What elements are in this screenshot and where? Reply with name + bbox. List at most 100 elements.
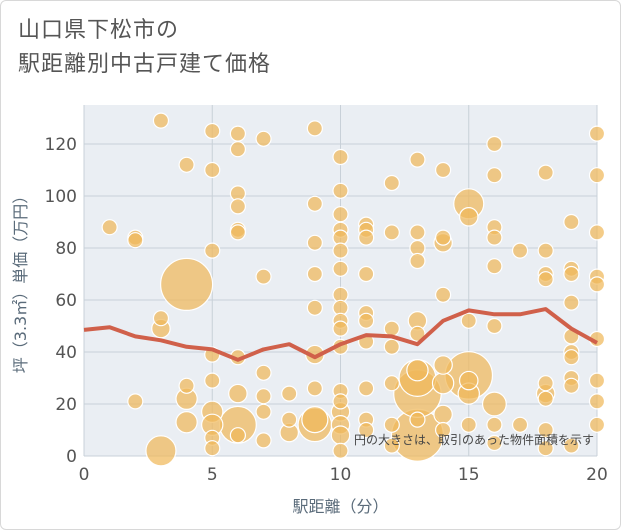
bubble-point xyxy=(409,411,426,428)
bubble-point xyxy=(175,410,198,434)
bubble-point xyxy=(358,265,375,283)
x-tick-label: 0 xyxy=(79,465,90,485)
bubble-point xyxy=(255,432,272,449)
bubble-point xyxy=(537,271,554,288)
bubble-point xyxy=(435,161,452,179)
bubble-point xyxy=(588,125,606,142)
bubble-point xyxy=(383,375,400,392)
bubble-point xyxy=(431,371,455,395)
bubble-point xyxy=(332,260,349,277)
bubble-point xyxy=(486,135,503,153)
bubble-point xyxy=(563,294,580,311)
bubble-point xyxy=(458,370,479,391)
bubble-point xyxy=(255,388,272,405)
bubble-point xyxy=(458,207,479,227)
bubble-point xyxy=(563,213,580,231)
bubble-point xyxy=(306,234,323,251)
bubble-point xyxy=(178,156,195,173)
bubble-point xyxy=(204,242,221,259)
bubble-point xyxy=(332,242,349,259)
bubble-point xyxy=(332,182,349,199)
bubble-point xyxy=(588,224,606,241)
bubble-point xyxy=(145,435,177,467)
bubble-point xyxy=(435,286,452,303)
x-tick-label: 20 xyxy=(586,465,608,485)
bubble-point xyxy=(486,258,503,275)
bubble-point xyxy=(486,434,503,452)
y-tick-label: 0 xyxy=(66,447,77,467)
bubble-point xyxy=(588,167,606,184)
bubble-point xyxy=(332,393,349,410)
bubble-point xyxy=(160,257,214,311)
bubble-point xyxy=(433,404,453,425)
bubble-point xyxy=(152,112,170,129)
bubble-point xyxy=(127,393,144,410)
bubble-point xyxy=(409,252,426,270)
x-tick-label: 5 xyxy=(207,465,218,485)
bubble-point xyxy=(204,161,221,179)
bubble-point xyxy=(537,440,554,457)
bubble-point xyxy=(435,421,452,439)
bubble-point xyxy=(228,383,248,404)
bubble-point xyxy=(511,242,529,259)
bubble-point xyxy=(383,437,400,454)
y-tick-label: 80 xyxy=(55,239,77,259)
x-axis-label: 駅距離（分） xyxy=(292,497,388,516)
bubble-point xyxy=(460,312,477,329)
bubble-point xyxy=(229,125,246,142)
bubble-point xyxy=(537,164,554,181)
bubble-point xyxy=(229,198,246,215)
bubble-point xyxy=(481,391,507,417)
bubble-point xyxy=(406,358,429,382)
bubble-point xyxy=(306,299,323,316)
bubble-point xyxy=(383,224,400,241)
y-tick-label: 120 xyxy=(45,135,77,155)
bubble-point xyxy=(306,380,323,397)
bubble-point xyxy=(281,385,298,402)
bubble-point xyxy=(306,195,323,212)
bubble-point xyxy=(588,372,606,389)
bubble-point xyxy=(306,265,323,283)
bubble-point xyxy=(255,130,272,147)
bubble-point xyxy=(229,427,246,444)
bubble-point xyxy=(460,416,477,433)
bubble-point xyxy=(332,442,349,459)
bubble-point xyxy=(383,416,400,433)
bubble-point xyxy=(204,372,221,389)
x-tick-label: 15 xyxy=(458,465,480,485)
size-annotation: 円の大きさは、取引のあった物件面積を示す xyxy=(354,432,594,447)
bubble-point xyxy=(563,265,580,283)
bubble-point xyxy=(301,406,329,434)
bubble-point xyxy=(358,229,375,246)
bubble-point xyxy=(358,380,375,397)
bubble-point xyxy=(537,375,554,392)
bubble-point xyxy=(229,141,246,158)
bubble-point xyxy=(204,122,221,140)
bubble-point xyxy=(127,232,144,249)
bubble-point xyxy=(433,355,453,375)
bubble-point xyxy=(255,268,272,285)
bubble-point xyxy=(229,224,246,241)
bubble-point xyxy=(537,390,554,407)
y-tick-label: 60 xyxy=(55,291,77,311)
bubble-point xyxy=(537,421,554,439)
bubble-point xyxy=(306,120,323,137)
bubble-point xyxy=(255,364,272,381)
bubble-point xyxy=(563,377,580,394)
bubble-point xyxy=(588,416,606,433)
bubble-point xyxy=(281,411,298,428)
bubble-point xyxy=(563,437,580,454)
bubble-point xyxy=(152,310,170,327)
bubble-point xyxy=(563,349,580,366)
bubble-point xyxy=(330,425,351,445)
bubble-point xyxy=(332,148,349,166)
bubble-layer xyxy=(101,112,606,467)
chart-title: 山口県下松市の 駅距離別中古戸建て価格 xyxy=(18,14,271,82)
y-axis-ticks: 0 20 40 60 80 100 120 xyxy=(45,135,77,467)
bubble-point xyxy=(409,325,426,342)
chart-title-line-1: 山口県下松市の xyxy=(18,18,180,43)
trend-line xyxy=(83,307,598,362)
bubble-point xyxy=(486,416,503,433)
bubble-point xyxy=(435,229,452,246)
bubble-point xyxy=(255,403,272,420)
